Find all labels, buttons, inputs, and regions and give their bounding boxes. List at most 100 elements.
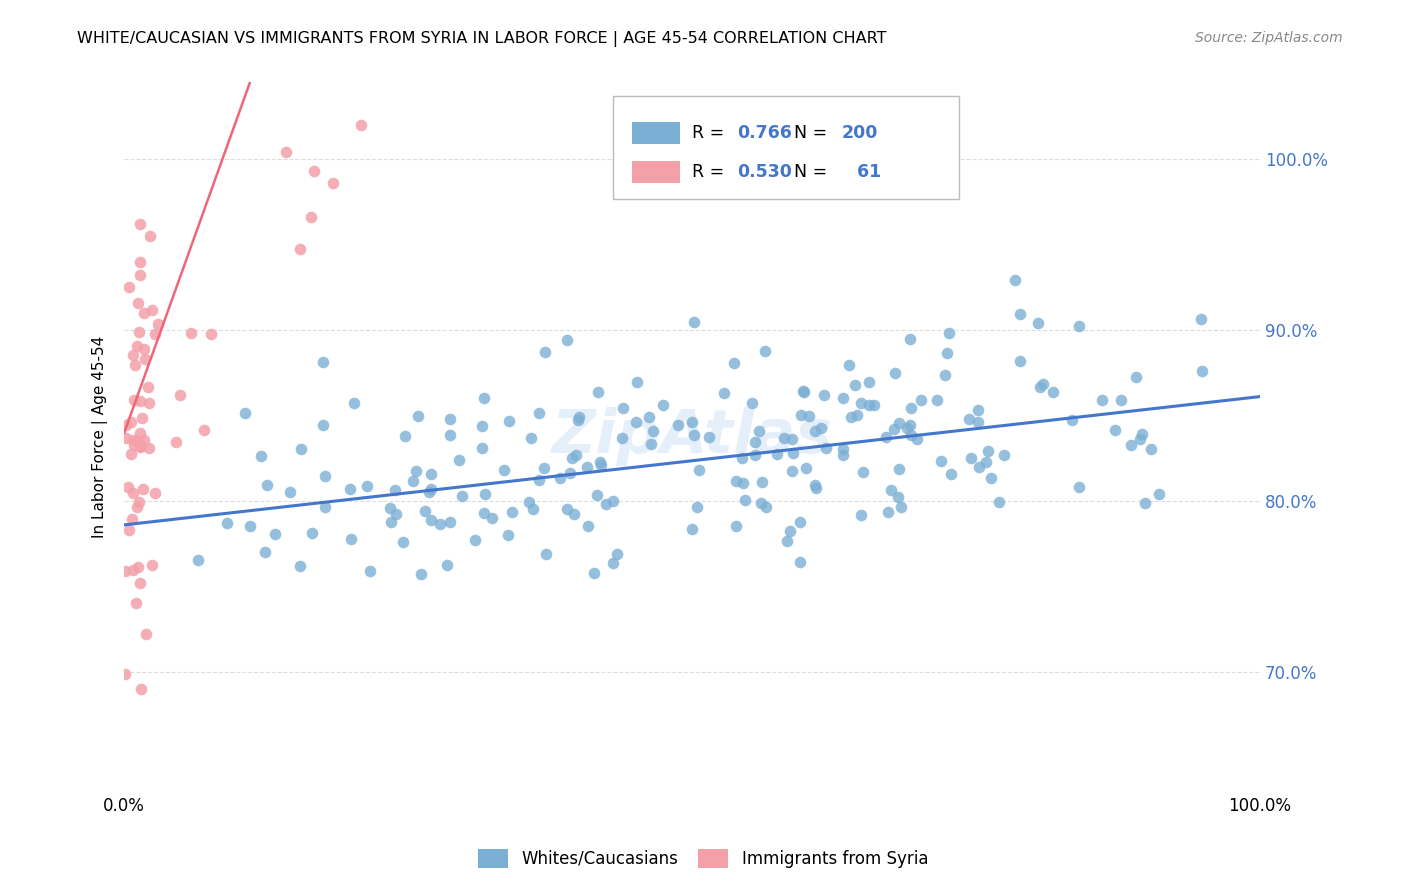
Point: [682, 315, 704, 329]
Point: [128, 325, 150, 339]
Point: [849, 508, 872, 523]
Point: [813, 388, 835, 402]
Point: [165, 435, 187, 450]
Point: [481, 510, 503, 524]
Point: [967, 403, 990, 417]
Point: [776, 533, 799, 548]
Point: [862, 398, 884, 412]
Point: [114, 666, 136, 681]
Point: [799, 409, 821, 423]
Point: [1129, 432, 1152, 446]
Point: [447, 453, 470, 467]
Point: [464, 533, 486, 547]
Point: [290, 559, 312, 574]
Point: [356, 479, 378, 493]
Text: R =: R =: [692, 124, 730, 142]
Point: [436, 558, 458, 573]
Legend: Whites/Caucasians, Immigrants from Syria: Whites/Caucasians, Immigrants from Syria: [471, 842, 935, 875]
Point: [793, 384, 815, 399]
Point: [127, 560, 149, 574]
FancyBboxPatch shape: [631, 121, 679, 145]
Point: [200, 326, 222, 341]
Point: [929, 454, 952, 468]
Point: [993, 448, 1015, 462]
Point: [380, 501, 402, 516]
Point: [562, 507, 585, 521]
Point: [233, 406, 256, 420]
FancyBboxPatch shape: [613, 96, 959, 199]
Point: [567, 413, 589, 427]
Point: [125, 434, 148, 449]
Point: [314, 500, 336, 515]
Point: [122, 348, 145, 362]
Point: [780, 432, 803, 446]
Point: [744, 435, 766, 450]
Point: [591, 458, 613, 472]
Point: [602, 494, 624, 508]
Point: [187, 553, 209, 567]
Point: [128, 425, 150, 440]
Point: [339, 482, 361, 496]
Point: [384, 507, 406, 521]
Point: [734, 493, 756, 508]
Point: [568, 410, 591, 425]
Point: [898, 332, 921, 346]
Point: [624, 415, 647, 429]
Point: [832, 391, 855, 405]
Point: [889, 461, 911, 475]
FancyBboxPatch shape: [631, 161, 679, 184]
Point: [128, 217, 150, 231]
Point: [129, 439, 152, 453]
Point: [384, 483, 406, 497]
Point: [960, 450, 983, 465]
Point: [122, 563, 145, 577]
Point: [560, 466, 582, 480]
Point: [576, 519, 599, 533]
Text: WHITE/CAUCASIAN VS IMMIGRANTS FROM SYRIA IN LABOR FORCE | AGE 45-54 CORRELATION : WHITE/CAUCASIAN VS IMMIGRANTS FROM SYRIA…: [77, 31, 887, 47]
Point: [688, 463, 710, 477]
Point: [143, 326, 166, 341]
Point: [492, 463, 515, 477]
Point: [128, 495, 150, 509]
Point: [405, 464, 427, 478]
Point: [301, 525, 323, 540]
Point: [789, 516, 811, 530]
Point: [429, 517, 451, 532]
Point: [474, 487, 496, 501]
Point: [127, 296, 149, 310]
Point: [1032, 376, 1054, 391]
Point: [905, 432, 928, 446]
Point: [1147, 487, 1170, 501]
Point: [280, 485, 302, 500]
Point: [121, 512, 143, 526]
Point: [312, 355, 335, 369]
Point: [790, 408, 813, 422]
Point: [977, 444, 1000, 458]
Point: [766, 447, 789, 461]
Point: [643, 424, 665, 438]
Point: [755, 500, 778, 515]
Point: [686, 500, 709, 515]
Point: [934, 368, 956, 382]
Point: [858, 398, 880, 412]
Point: [529, 473, 551, 487]
Point: [141, 558, 163, 573]
Point: [1121, 438, 1143, 452]
Point: [169, 388, 191, 402]
Point: [1008, 307, 1031, 321]
Point: [804, 481, 827, 495]
Point: [814, 441, 837, 455]
Point: [125, 596, 148, 610]
Point: [117, 524, 139, 538]
Point: [1029, 380, 1052, 394]
Point: [966, 415, 988, 429]
Point: [1091, 392, 1114, 407]
Point: [749, 496, 772, 510]
Point: [343, 396, 366, 410]
Point: [418, 485, 440, 500]
Point: [731, 476, 754, 491]
Point: [274, 145, 297, 159]
Point: [520, 431, 543, 445]
Point: [723, 356, 745, 370]
Point: [141, 303, 163, 318]
